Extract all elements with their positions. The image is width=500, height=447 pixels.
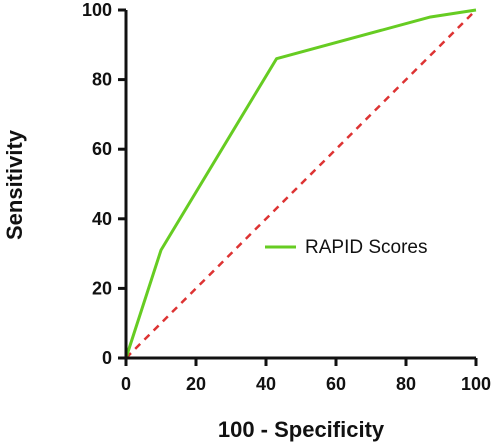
y-tick-label: 40 <box>92 209 112 229</box>
legend: RAPID Scores <box>265 237 427 258</box>
x-tick-label: 20 <box>186 374 206 394</box>
y-axis-title: Sensitivity <box>2 129 27 240</box>
plot-area <box>124 8 477 359</box>
y-tick-label: 0 <box>102 348 112 368</box>
x-tick-label: 60 <box>326 374 346 394</box>
y-tick-label: 80 <box>92 70 112 90</box>
reference-diagonal-line <box>125 9 477 359</box>
x-axis-title: 100 - Specificity <box>218 417 385 442</box>
x-tick-label: 80 <box>396 374 416 394</box>
x-tick-label: 40 <box>256 374 276 394</box>
x-axis-ticks: 0 20 40 60 80 100 <box>121 358 491 394</box>
x-tick-label: 0 <box>121 374 131 394</box>
y-axis-ticks: 0 20 40 60 80 100 <box>82 0 126 368</box>
roc-curve-line <box>124 8 477 359</box>
y-tick-label: 60 <box>92 139 112 159</box>
x-tick-label: 100 <box>461 374 491 394</box>
y-tick-label: 20 <box>92 278 112 298</box>
legend-label-rapid-scores: RAPID Scores <box>305 237 427 258</box>
y-tick-label: 100 <box>82 0 112 20</box>
